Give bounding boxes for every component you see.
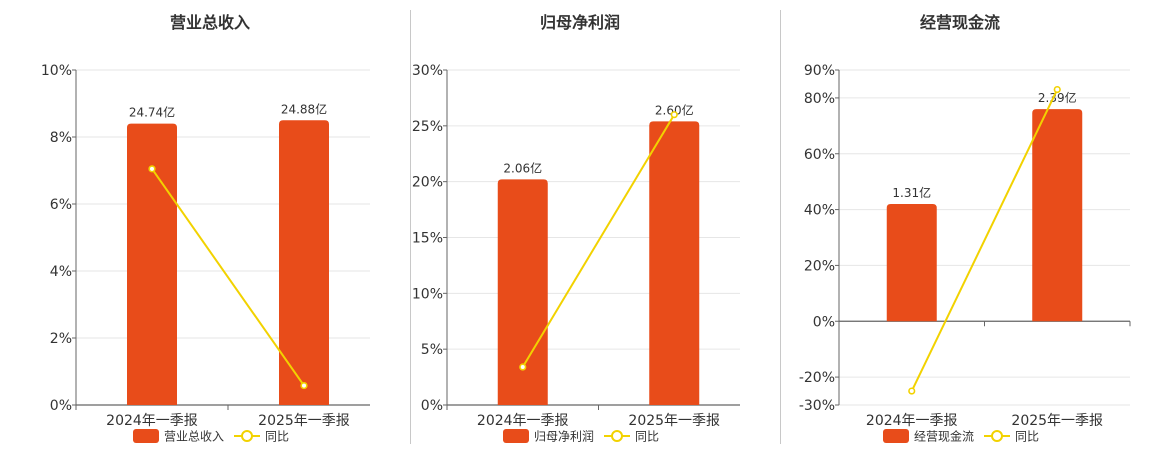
y-tick-label: 2% (50, 331, 72, 347)
legend-label-line: 同比 (265, 430, 289, 444)
x-tick-label: 2025年一季报 (1011, 413, 1103, 429)
yoy-point (670, 111, 678, 119)
bar (127, 123, 177, 405)
y-tick-label: 10% (412, 286, 443, 302)
x-tick-label: 2025年一季报 (258, 413, 350, 429)
y-tick-label: 25% (412, 119, 443, 135)
bar-data-label: 24.88亿 (281, 101, 327, 116)
cash-flow-chart: 经营现金流 -30% -20% 0% 20% 40% 60% 80% 90% 1.31亿 2024年… (799, 13, 1131, 444)
bar-data-label: 24.74亿 (129, 105, 175, 120)
y-tick-label: 10% (41, 63, 72, 79)
y-tick-label: 8% (50, 130, 72, 146)
legend-swatch-marker (991, 430, 1003, 442)
yoy-point (148, 165, 156, 173)
y-tick-label: 5% (421, 342, 443, 358)
y-tick-label: 4% (50, 264, 72, 280)
bar-data-label: 2.06亿 (503, 160, 542, 175)
y-tick-label: 20% (412, 175, 443, 191)
chart-panel-net-profit: 归母净利润 0% 5% 10% 15% 20% 25% 30% 2.06亿 2024年一季报 2.6… (370, 0, 740, 450)
y-tick-label: 80% (804, 91, 835, 107)
yoy-point (300, 381, 308, 390)
chart-title: 营业总收入 (170, 13, 250, 32)
bar (886, 204, 937, 322)
legend-swatch-bar (133, 429, 159, 443)
y-tick-label: 15% (412, 231, 443, 247)
legend-label-line: 同比 (635, 430, 659, 444)
yoy-line (521, 114, 676, 368)
y-tick-label: 0% (50, 398, 72, 414)
bar-data-label: 2.60亿 (655, 102, 694, 117)
x-tick-label: 2024年一季报 (866, 413, 958, 429)
y-tick-label: 6% (50, 197, 72, 213)
yoy-point (908, 387, 916, 395)
x-tick-label: 2024年一季报 (477, 413, 569, 429)
y-tick-label: 20% (804, 258, 835, 274)
bar (279, 120, 329, 405)
legend-label-bar: 营业总收入 (164, 430, 224, 444)
y-tick-label: 90% (804, 63, 835, 79)
y-tick-label: -30% (799, 398, 835, 414)
bar (497, 179, 548, 405)
chart-panel-revenue: 营业总收入 0% 2% 4% 6% 8% 10% 24.74亿 2024年一季报 24.88亿 20… (0, 0, 370, 450)
yoy-point (1053, 85, 1061, 94)
legend-label-bar: 经营现金流 (914, 429, 974, 444)
chart-panel-cash-flow: 经营现金流 -30% -20% 0% 20% 40% 60% 80% 90% 1.31亿 2024年… (740, 0, 1131, 450)
legend-label-bar: 归母净利润 (534, 430, 594, 444)
legend-swatch-bar (503, 429, 529, 443)
legend-swatch-marker (241, 430, 253, 442)
divider (410, 10, 411, 444)
bar (649, 121, 700, 405)
chart-title: 归母净利润 (540, 13, 620, 32)
legend-label-line: 同比 (1015, 430, 1039, 444)
x-tick-label: 2025年一季报 (628, 413, 720, 429)
bar (1032, 109, 1083, 322)
yoy-line (151, 168, 305, 387)
legend-swatch-bar (883, 429, 909, 443)
yoy-point (519, 363, 527, 371)
revenue-chart: 营业总收入 0% 2% 4% 6% 8% 10% 24.74亿 2024年一季报 24.88亿 20… (41, 13, 370, 444)
legend-swatch-marker (611, 430, 623, 442)
y-tick-label: -20% (799, 370, 835, 386)
y-tick-label: 60% (804, 147, 835, 163)
chart-title: 经营现金流 (920, 13, 1000, 32)
bar-data-label: 2.39亿 (1038, 90, 1077, 105)
bar-data-label: 1.31亿 (892, 185, 931, 200)
divider (780, 10, 781, 444)
yoy-line (910, 89, 1059, 392)
y-tick-label: 0% (813, 314, 835, 330)
y-tick-label: 40% (804, 203, 835, 219)
x-tick-label: 2024年一季报 (106, 413, 198, 429)
y-tick-label: 0% (421, 398, 443, 414)
y-tick-label: 30% (412, 63, 443, 79)
net-profit-chart: 归母净利润 0% 5% 10% 15% 20% 25% 30% 2.06亿 2024年一季报 2.6… (412, 13, 740, 444)
